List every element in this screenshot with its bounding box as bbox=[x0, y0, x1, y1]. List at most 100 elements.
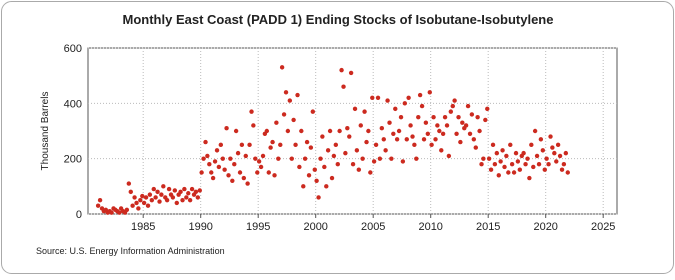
point bbox=[268, 145, 273, 150]
point bbox=[322, 164, 327, 170]
point bbox=[147, 192, 153, 197]
y-tick-label: 600 bbox=[64, 43, 82, 55]
point bbox=[205, 153, 210, 159]
point bbox=[544, 156, 549, 161]
point bbox=[463, 123, 469, 128]
point bbox=[492, 162, 498, 167]
point bbox=[149, 197, 155, 203]
point bbox=[394, 137, 400, 142]
point bbox=[266, 170, 271, 175]
point bbox=[454, 131, 459, 136]
point bbox=[421, 137, 427, 142]
point bbox=[446, 153, 452, 159]
point bbox=[325, 148, 331, 153]
frame bbox=[1, 1, 674, 274]
point bbox=[197, 188, 202, 193]
point bbox=[538, 137, 544, 142]
point bbox=[138, 197, 143, 203]
point bbox=[272, 173, 277, 178]
point bbox=[174, 200, 179, 206]
point bbox=[400, 159, 406, 164]
point bbox=[402, 101, 408, 106]
point bbox=[187, 197, 193, 203]
point bbox=[557, 153, 563, 159]
point bbox=[295, 92, 300, 98]
point bbox=[199, 170, 204, 175]
point bbox=[251, 123, 256, 128]
point bbox=[145, 203, 151, 208]
point bbox=[370, 95, 375, 101]
point bbox=[416, 114, 421, 120]
point bbox=[412, 142, 417, 148]
point bbox=[270, 139, 275, 145]
point bbox=[548, 134, 553, 139]
point bbox=[419, 103, 425, 109]
point bbox=[437, 128, 442, 134]
point bbox=[431, 114, 436, 120]
point bbox=[398, 114, 404, 120]
point bbox=[95, 203, 101, 208]
point bbox=[178, 189, 183, 195]
point bbox=[485, 106, 490, 112]
point bbox=[335, 162, 340, 167]
point bbox=[555, 142, 561, 148]
point bbox=[222, 167, 227, 172]
point bbox=[389, 156, 394, 161]
point bbox=[289, 156, 294, 161]
point bbox=[134, 200, 139, 206]
point bbox=[475, 114, 480, 120]
point bbox=[348, 70, 354, 76]
point bbox=[201, 156, 206, 161]
point bbox=[458, 139, 463, 145]
point bbox=[140, 193, 145, 199]
point bbox=[439, 148, 444, 153]
point bbox=[337, 128, 342, 134]
point bbox=[506, 170, 511, 175]
point bbox=[117, 210, 122, 215]
point bbox=[511, 170, 517, 175]
point bbox=[320, 134, 325, 139]
point bbox=[220, 156, 225, 161]
point bbox=[379, 126, 385, 131]
point bbox=[143, 195, 149, 200]
point bbox=[304, 139, 310, 145]
point bbox=[314, 178, 319, 183]
point bbox=[228, 156, 233, 161]
point bbox=[502, 164, 507, 170]
point bbox=[249, 109, 254, 114]
point bbox=[207, 162, 212, 167]
point bbox=[329, 175, 335, 181]
point bbox=[218, 142, 224, 148]
point bbox=[186, 191, 191, 196]
point bbox=[364, 139, 369, 145]
point bbox=[536, 162, 542, 167]
point bbox=[542, 167, 547, 172]
point bbox=[243, 153, 248, 159]
point bbox=[427, 90, 432, 95]
point bbox=[525, 156, 530, 161]
point bbox=[561, 162, 567, 167]
point bbox=[281, 112, 287, 117]
point bbox=[237, 170, 243, 175]
point bbox=[417, 92, 423, 98]
point bbox=[473, 145, 478, 150]
point bbox=[301, 184, 306, 189]
point bbox=[279, 65, 285, 70]
point bbox=[366, 128, 371, 134]
point bbox=[331, 153, 337, 159]
point bbox=[343, 150, 348, 156]
point bbox=[299, 128, 304, 134]
point bbox=[521, 150, 526, 156]
point bbox=[471, 137, 477, 142]
point bbox=[258, 164, 264, 170]
point bbox=[347, 134, 352, 139]
point bbox=[406, 95, 411, 101]
point bbox=[456, 114, 461, 120]
point bbox=[504, 153, 509, 159]
point bbox=[563, 150, 569, 156]
point bbox=[414, 156, 419, 161]
point bbox=[498, 159, 503, 164]
x-tick-label: 1985 bbox=[131, 221, 155, 233]
point bbox=[264, 128, 270, 134]
point bbox=[486, 156, 492, 161]
